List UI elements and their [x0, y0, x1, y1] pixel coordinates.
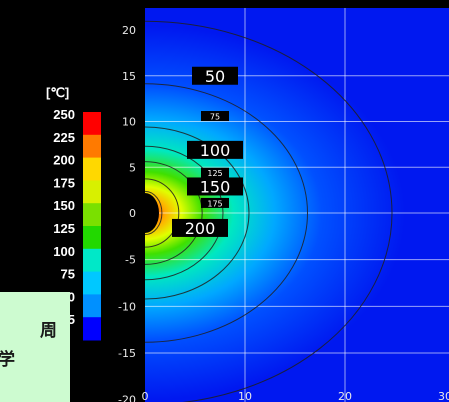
y-tick-10: 10 [122, 116, 136, 129]
colorbar-swatch-50 [83, 294, 101, 318]
colorbar-swatch-25 [83, 317, 101, 341]
colorbar-label-250: 250 [53, 107, 75, 122]
contour-150 [144, 161, 203, 265]
colorbar-swatch-225 [83, 134, 101, 159]
colorbar-swatch-200 [83, 157, 101, 181]
x-tick-10: 10 [238, 390, 252, 402]
colorbar-label-75: 75 [61, 267, 75, 282]
contour-label-bg-150 [187, 177, 243, 196]
y-tick-0: 0 [129, 207, 136, 220]
x-tick-0: 0 [142, 390, 149, 402]
overlay-text-2: 学 [0, 350, 15, 370]
y-axis-ticks: 20 15 10 5 0 -5 -10 -15 -20 [118, 24, 136, 402]
contour-label-175: 175 [207, 199, 222, 208]
y-tick-5: 5 [129, 161, 136, 174]
contour-label-50: 50 [205, 67, 225, 86]
contour-label-bg-175 [201, 197, 229, 208]
y-tick--10: -10 [118, 300, 136, 313]
contour-label-75: 75 [210, 113, 220, 122]
contour-label-bg-75 [201, 111, 229, 122]
contour-125 [144, 145, 224, 281]
overlay-text-1: 周 [40, 321, 57, 341]
contour-label-bg-200 [172, 218, 228, 237]
contour-200 [144, 190, 163, 236]
colorbar-label-175: 175 [53, 175, 75, 190]
contour-label-bg-100 [187, 140, 243, 159]
contour-lines [144, 20, 393, 402]
heat-source [131, 193, 159, 233]
colorbar-unit: [℃] [46, 85, 69, 100]
x-axis-ticks: 0 10 20 30 [142, 390, 449, 402]
contour-label-bg-50 [192, 66, 238, 85]
overlay-panel: 周 学 [0, 292, 70, 402]
contour-50 [144, 20, 393, 402]
contour-label-125: 125 [207, 169, 222, 178]
contour-label-150: 150 [200, 177, 231, 196]
colorbar-swatch-125 [83, 226, 101, 250]
colorbar-label-125: 125 [53, 221, 75, 236]
y-tick--15: -15 [118, 347, 136, 360]
contour-label-200: 200 [185, 219, 216, 238]
plot-area [145, 8, 449, 402]
colorbar-label-200: 200 [53, 153, 75, 168]
colorbar-swatch-250 [83, 112, 101, 136]
colorbar-swatch-175 [83, 180, 101, 204]
y-tick--20: -20 [118, 394, 136, 402]
y-tick-15: 15 [122, 70, 136, 83]
colorbar: [℃] 250225200175150125100755025 [46, 85, 101, 341]
y-tick--5: -5 [125, 254, 136, 267]
contour-label-100: 100 [200, 141, 231, 160]
colorbar-label-225: 225 [53, 130, 75, 145]
x-tick-20: 20 [338, 390, 352, 402]
contour-75 [144, 83, 308, 343]
heat-source-disk [131, 193, 159, 233]
colorbar-label-150: 150 [53, 198, 75, 213]
colorbar-swatch-75 [83, 271, 101, 295]
colorbar-swatch-100 [83, 248, 101, 273]
x-tick-30: 30 [438, 390, 449, 402]
contour-label-bg-125 [201, 167, 229, 178]
heat-field [145, 8, 449, 402]
colorbar-label-100: 100 [53, 244, 75, 259]
colorbar-swatch-150 [83, 203, 101, 227]
y-tick-20: 20 [122, 24, 136, 37]
contour-175 [144, 178, 180, 248]
contour-100 [144, 126, 250, 300]
